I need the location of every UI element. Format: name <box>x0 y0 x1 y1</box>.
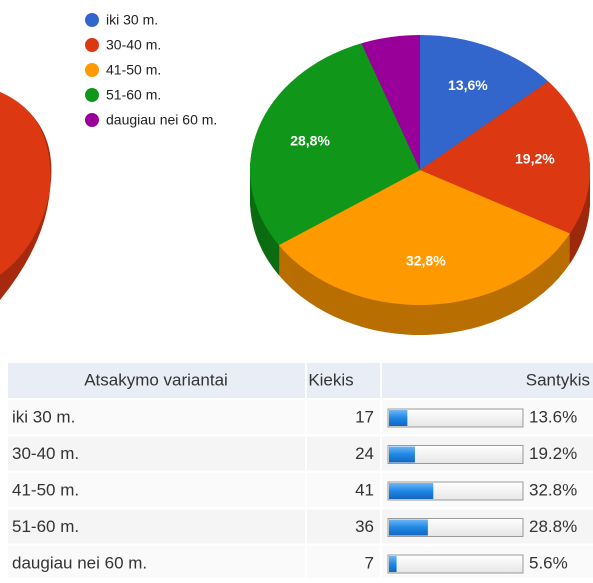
row-cell <box>307 473 380 507</box>
row-label: 30-40 m. <box>12 444 79 463</box>
row-cell <box>8 400 305 434</box>
slice-label: 19,2% <box>515 150 555 166</box>
header-cell <box>307 363 380 398</box>
header-label: Santykis <box>526 370 590 389</box>
legend-label: iki 30 m. <box>106 12 158 28</box>
row-share: 5.6% <box>529 553 568 572</box>
legend-label: daugiau nei 60 m. <box>106 112 217 128</box>
bar <box>389 519 428 536</box>
legend: iki 30 m. 30-40 m. 41-50 m. 51-60 m. daugiau… <box>85 12 217 128</box>
row-cell <box>307 436 380 471</box>
row-cell <box>307 509 380 544</box>
row-cell <box>8 436 305 471</box>
legend-swatch <box>85 38 99 52</box>
pie-slice <box>250 43 420 246</box>
row-count: 24 <box>355 444 374 463</box>
pie-slice <box>420 81 591 234</box>
legend-label: 41-50 m. <box>106 62 161 78</box>
slice-label: 32,8% <box>406 252 446 268</box>
row-label: daugiau nei 60 m. <box>12 553 147 572</box>
bar <box>389 483 434 499</box>
row-label: 41-50 m. <box>12 480 79 499</box>
row-share: 28.8% <box>529 517 577 536</box>
bar-track <box>387 445 524 464</box>
row-count: 7 <box>365 553 374 572</box>
row-label: 51-60 m. <box>12 517 79 536</box>
bar <box>389 410 408 426</box>
bar <box>389 556 397 572</box>
legend-swatch <box>85 13 99 27</box>
row-count: 36 <box>355 517 374 536</box>
bar <box>389 446 415 463</box>
row-count: 17 <box>355 407 374 426</box>
pie-slice <box>420 35 549 170</box>
legend-swatch <box>85 113 99 127</box>
row-label: iki 30 m. <box>12 407 75 426</box>
pie: 13,6% 19,2% 32,8% 28,8% <box>249 35 591 335</box>
legend-swatch <box>85 88 99 102</box>
header-cell <box>382 363 593 398</box>
header-label: Atsakymo variantai <box>84 370 228 389</box>
row-cell <box>307 400 380 434</box>
pie-slice <box>361 35 420 170</box>
row-share: 32.8% <box>529 480 577 499</box>
header-cell <box>8 363 305 398</box>
row-cell <box>8 546 305 580</box>
slice-label: 28,8% <box>290 132 330 148</box>
cropped-pie <box>0 92 51 275</box>
row-share: 19.2% <box>529 444 577 463</box>
row-cell <box>8 509 305 544</box>
header-label: Kiekis <box>308 370 353 389</box>
legend-label: 30-40 m. <box>106 37 161 53</box>
row-share: 13.6% <box>529 407 577 426</box>
bar-track <box>387 408 524 428</box>
pie-slice <box>278 170 570 305</box>
row-cell <box>8 473 305 507</box>
legend-label: 51-60 m. <box>106 87 161 103</box>
legend-swatch <box>85 63 99 77</box>
row-cell <box>307 546 380 580</box>
slice-label: 13,6% <box>448 77 488 93</box>
row-count: 41 <box>355 480 374 499</box>
table: Atsakymo variantai Kiekis Santykis iki 30 m… <box>8 363 593 580</box>
bar-track <box>387 554 524 574</box>
